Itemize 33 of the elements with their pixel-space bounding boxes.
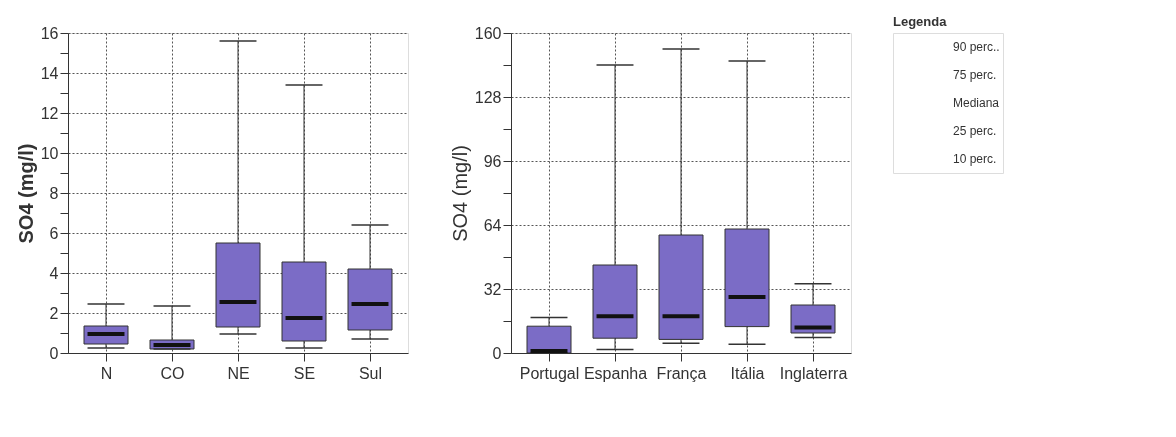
- y-tick-label: 96: [483, 152, 502, 170]
- text: Mediana: [953, 96, 1000, 110]
- x-tick-label: Portugal: [519, 364, 580, 382]
- y-tick-label: 128: [474, 88, 502, 106]
- text: 90 perc..: [953, 40, 1000, 54]
- y-tick-label: 10: [40, 144, 59, 162]
- x-tick-label: SE: [293, 364, 316, 382]
- y-tick-label: 12: [40, 104, 59, 122]
- x-tick-label: França: [656, 364, 707, 382]
- y-axis-title: SO4 (mg/l): [448, 145, 471, 242]
- y-tick-label: 14: [40, 64, 59, 82]
- x-tick-label: Sul: [358, 364, 383, 382]
- y-tick-label: 160: [474, 24, 502, 42]
- text: 25 perc.: [953, 124, 997, 138]
- x-tick-label: Espanha: [583, 364, 648, 382]
- y-tick-label: 2: [49, 304, 59, 322]
- y-tick-label: 6: [49, 224, 59, 242]
- y-tick-label: 8: [49, 184, 59, 202]
- text: 75 perc.: [953, 68, 997, 82]
- text: Legenda: [893, 14, 948, 29]
- text: 10 perc.: [953, 152, 997, 166]
- x-tick-label: N: [100, 364, 113, 382]
- y-tick-label: 0: [492, 344, 502, 362]
- y-tick-label: 64: [483, 216, 502, 234]
- y-tick-label: 16: [40, 24, 59, 42]
- y-axis-title: SO4 (mg/l): [14, 143, 37, 244]
- x-tick-label: Inglaterra: [779, 364, 848, 382]
- y-tick-label: 0: [49, 344, 59, 362]
- x-tick-label: NE: [227, 364, 250, 382]
- x-tick-label: Itália: [730, 364, 765, 382]
- y-tick-label: 4: [49, 264, 59, 282]
- y-tick-label: 32: [483, 280, 502, 298]
- x-tick-label: CO: [160, 364, 185, 382]
